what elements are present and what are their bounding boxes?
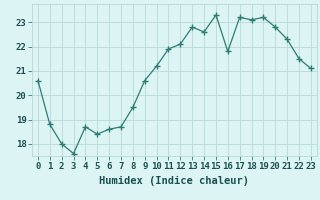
X-axis label: Humidex (Indice chaleur): Humidex (Indice chaleur) [100,176,249,186]
